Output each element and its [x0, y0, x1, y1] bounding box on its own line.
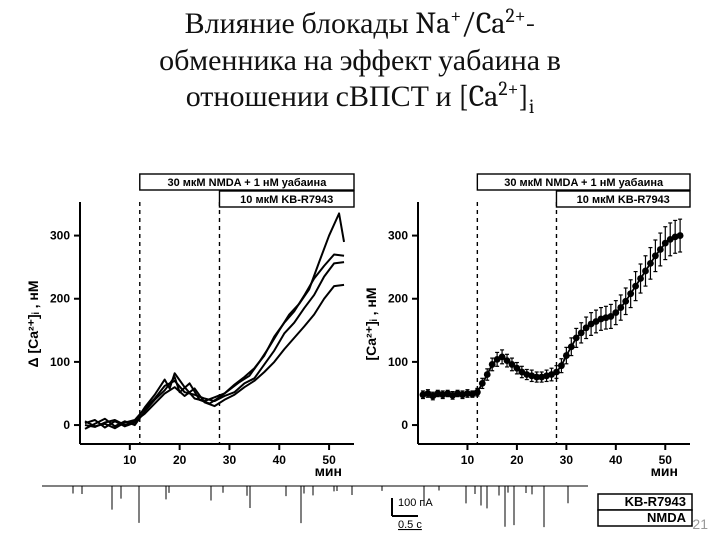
- svg-text:0: 0: [63, 418, 70, 432]
- title-seg-1b: /Ca: [461, 6, 505, 41]
- title-line-2: обменника на эффект уабаина в: [159, 43, 561, 78]
- title-seg-3a: отношении сВПСТ и [Ca: [186, 79, 499, 114]
- slide-title: Влияние блокады Na+/Ca2+- обменника на э…: [0, 6, 720, 116]
- page-number: 21: [692, 516, 708, 532]
- svg-text:30: 30: [560, 453, 574, 467]
- svg-text:20: 20: [510, 453, 524, 467]
- svg-text:100: 100: [388, 355, 408, 369]
- svg-text:300: 300: [388, 229, 408, 243]
- title-sub-1: i: [529, 95, 534, 118]
- svg-text:KB-R7943: KB-R7943: [625, 494, 686, 509]
- svg-text:300: 300: [50, 229, 70, 243]
- svg-text:10: 10: [123, 453, 137, 467]
- svg-text:10 мкМ KB-R7943: 10 мкМ KB-R7943: [577, 194, 670, 206]
- svg-text:200: 200: [50, 292, 70, 306]
- svg-text:0.5 с: 0.5 с: [398, 519, 422, 531]
- svg-text:30: 30: [223, 453, 237, 467]
- svg-text:40: 40: [273, 453, 287, 467]
- chart-right: 10203040500100200300мин[Ca²⁺]ᵢ , нМ30 мк…: [363, 174, 690, 479]
- svg-text:100: 100: [50, 355, 70, 369]
- charts-panel: 10203040500100200300минΔ [Ca²⁺]ᵢ , нМ30 …: [22, 160, 698, 480]
- electrophys-strip: 100 пА 0.5 с KB-R7943NMDA: [22, 480, 698, 536]
- svg-text:10: 10: [461, 453, 475, 467]
- title-seg-1c: -: [526, 6, 536, 41]
- chart-left: 10203040500100200300минΔ [Ca²⁺]ᵢ , нМ30 …: [25, 174, 354, 479]
- title-sup-1: +: [450, 4, 461, 27]
- title-sup-3: 2+: [498, 77, 518, 100]
- svg-text:20: 20: [173, 453, 187, 467]
- svg-text:10 мкМ KB-R7943: 10 мкМ KB-R7943: [240, 194, 333, 206]
- svg-text:0: 0: [401, 418, 408, 432]
- svg-text:30 мкМ NMDA + 1 нМ уабаина: 30 мкМ NMDA + 1 нМ уабаина: [167, 177, 327, 189]
- svg-text:100 пА: 100 пА: [398, 497, 433, 509]
- svg-text:[Ca²⁺]ᵢ , нМ: [Ca²⁺]ᵢ , нМ: [363, 287, 379, 360]
- title-seg-1a: Влияние блокады Na: [185, 6, 451, 41]
- svg-text:Δ [Ca²⁺]ᵢ , нМ: Δ [Ca²⁺]ᵢ , нМ: [25, 281, 41, 368]
- svg-text:мин: мин: [315, 463, 342, 479]
- svg-text:200: 200: [388, 292, 408, 306]
- svg-text:мин: мин: [651, 463, 678, 479]
- svg-text:30 мкМ NMDA + 1 нМ уабаина: 30 мкМ NMDA + 1 нМ уабаина: [504, 177, 664, 189]
- title-sup-2: 2+: [506, 4, 526, 27]
- svg-text:NMDA: NMDA: [647, 510, 687, 525]
- svg-text:40: 40: [609, 453, 623, 467]
- title-seg-3b: ]: [518, 79, 529, 114]
